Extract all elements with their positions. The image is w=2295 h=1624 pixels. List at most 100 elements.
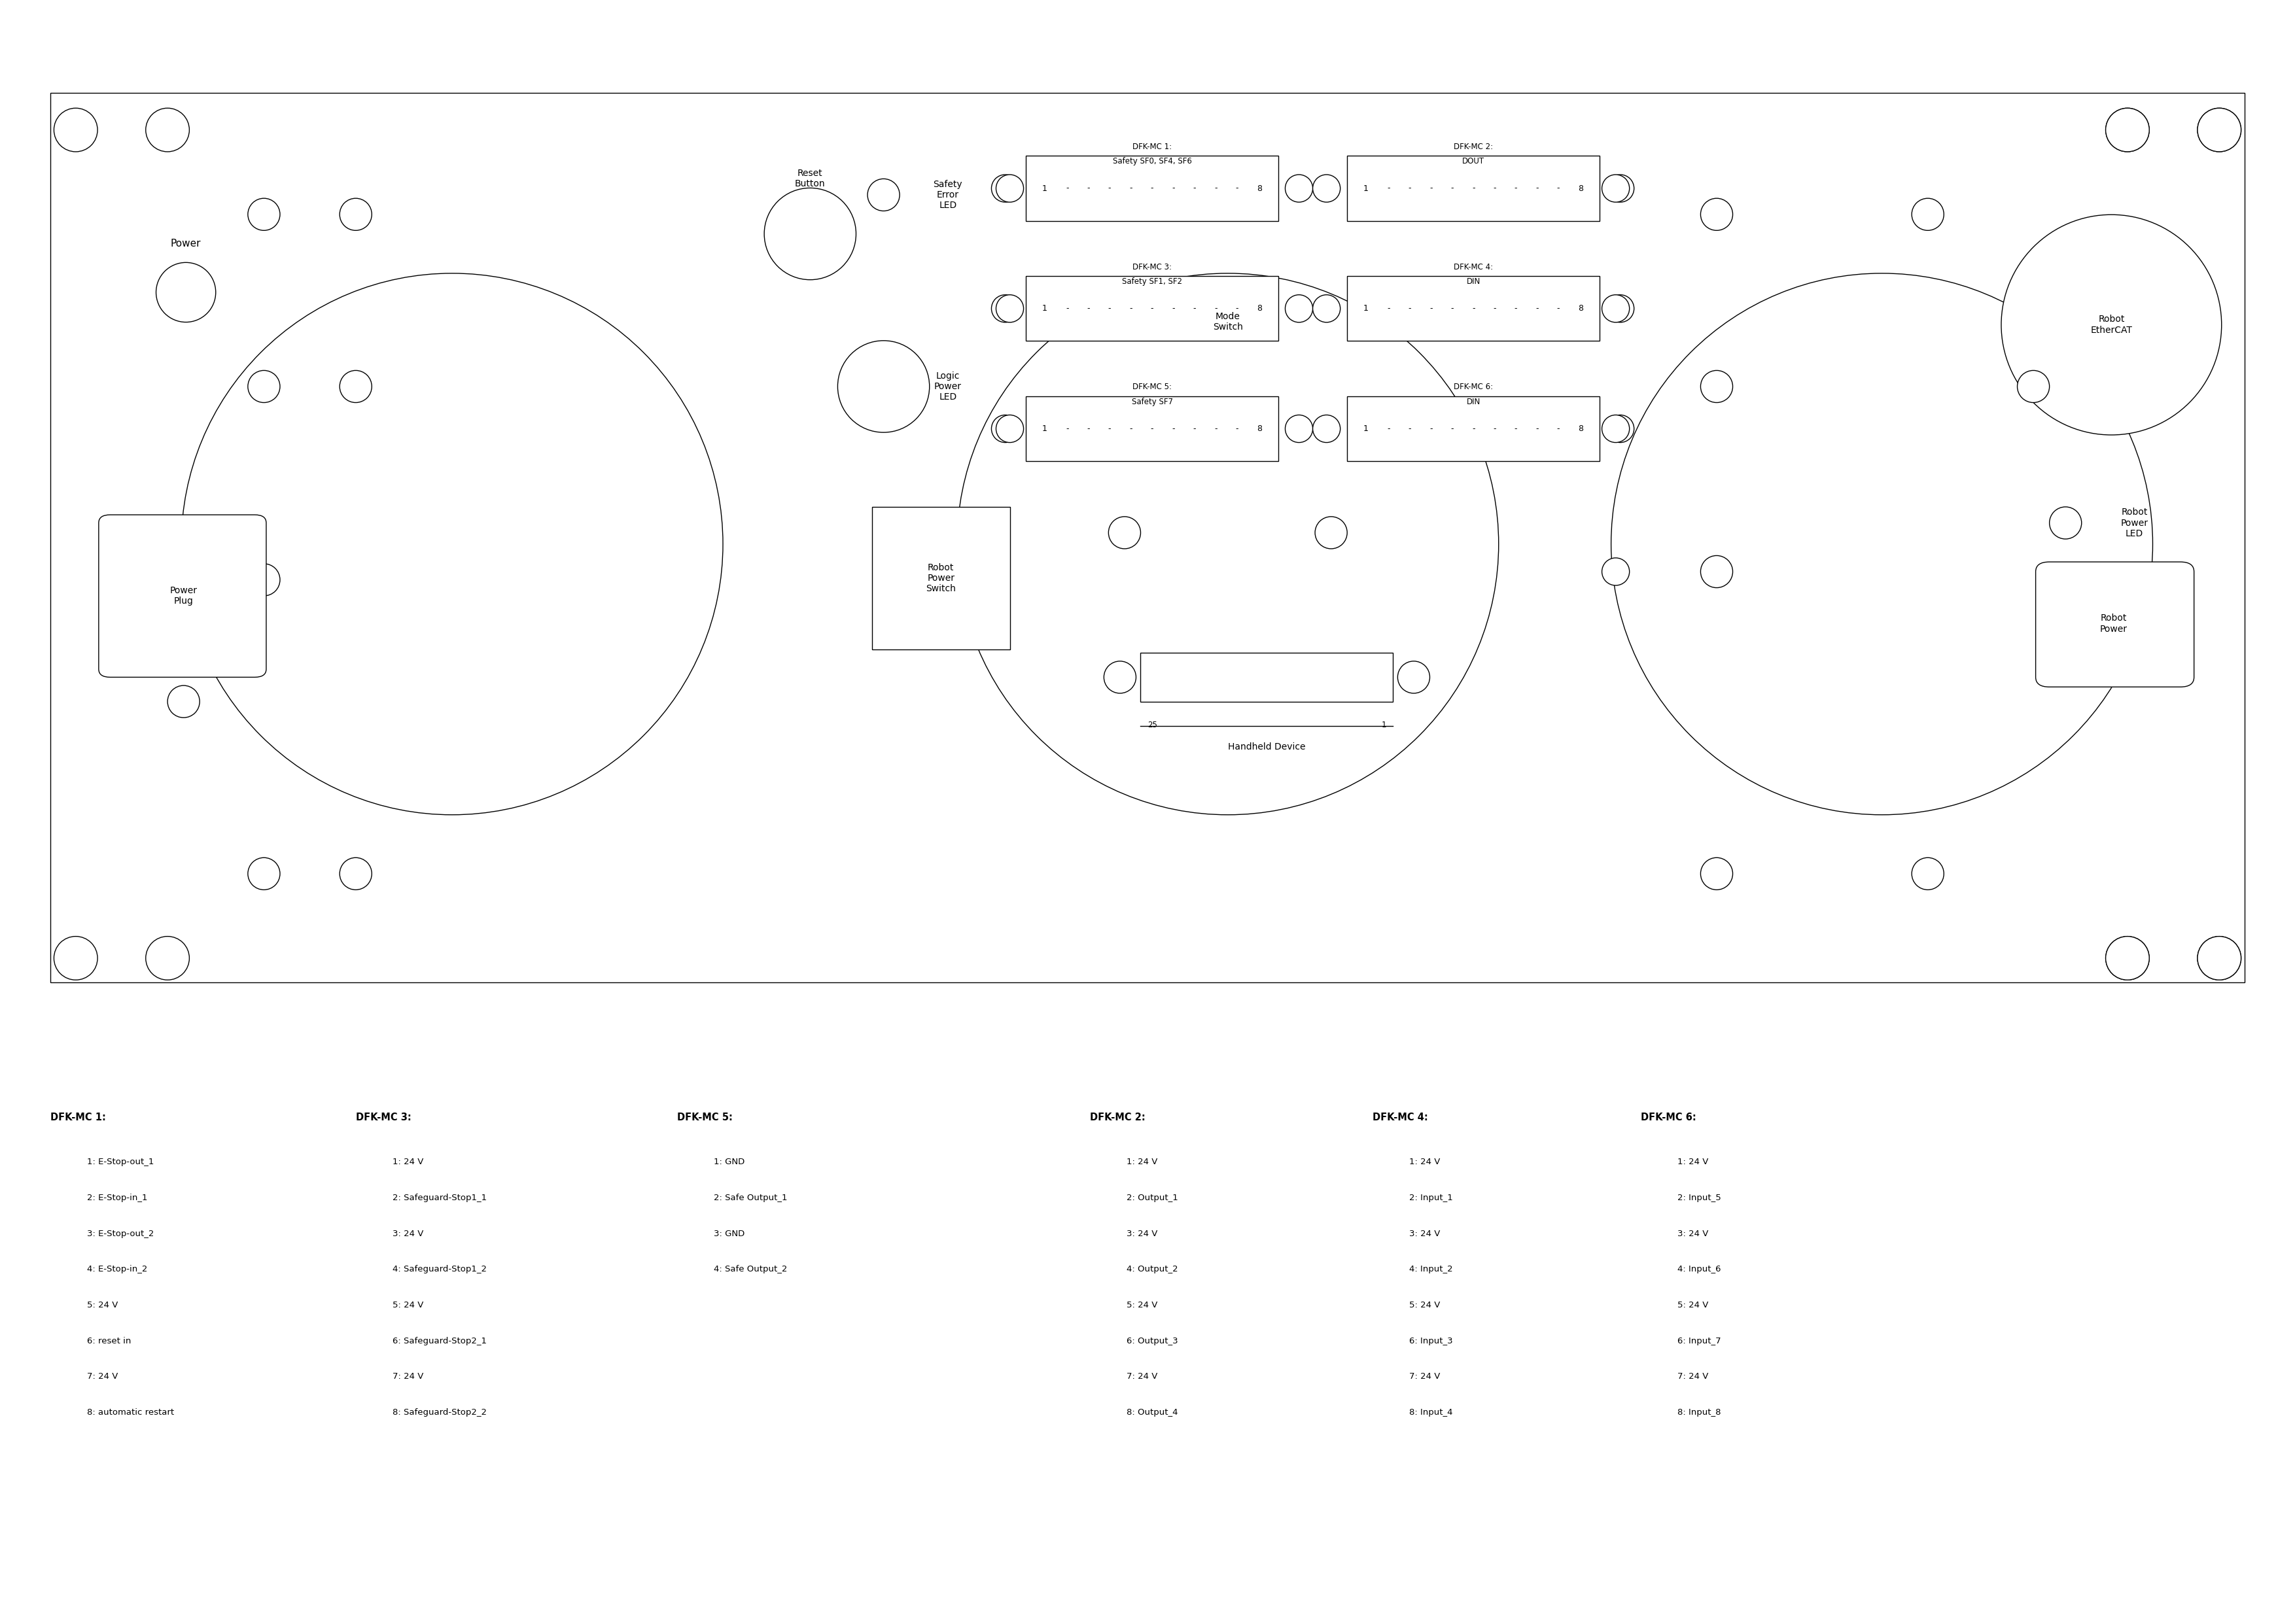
Text: -: - — [1556, 304, 1561, 313]
FancyBboxPatch shape — [99, 515, 266, 677]
Text: -: - — [1108, 304, 1111, 313]
Text: 5: 24 V: 5: 24 V — [1409, 1301, 1441, 1309]
Text: 1: E-Stop-out_1: 1: E-Stop-out_1 — [87, 1158, 154, 1166]
Ellipse shape — [996, 416, 1024, 442]
Bar — [1347, 396, 1600, 461]
Text: 7: 24 V: 7: 24 V — [1678, 1372, 1710, 1380]
Ellipse shape — [2107, 937, 2150, 979]
Text: -: - — [1494, 304, 1496, 313]
Text: -: - — [1515, 304, 1517, 313]
Ellipse shape — [2107, 109, 2150, 151]
Text: -: - — [1515, 184, 1517, 193]
Ellipse shape — [1606, 296, 1634, 322]
Text: 8: 8 — [1258, 424, 1262, 434]
Text: 7: 24 V: 7: 24 V — [1409, 1372, 1441, 1380]
Text: DFK-MC 2:: DFK-MC 2: — [1453, 143, 1494, 151]
Text: Safety SF7: Safety SF7 — [1131, 398, 1173, 406]
Text: -: - — [1150, 304, 1154, 313]
Ellipse shape — [1108, 516, 1141, 549]
Text: 2: Output_1: 2: Output_1 — [1127, 1194, 1177, 1202]
Text: DFK-MC 1:: DFK-MC 1: — [1131, 143, 1173, 151]
Bar — [1026, 396, 1278, 461]
Text: Mode
Switch: Mode Switch — [1212, 312, 1244, 331]
Ellipse shape — [1701, 555, 1733, 588]
Bar — [1026, 276, 1278, 341]
Text: -: - — [1214, 184, 1216, 193]
Text: DFK-MC 2:: DFK-MC 2: — [1090, 1112, 1145, 1122]
Bar — [50, 93, 2245, 983]
Text: -: - — [1471, 424, 1476, 434]
Text: 6: Input_3: 6: Input_3 — [1409, 1337, 1453, 1345]
Text: -: - — [1150, 424, 1154, 434]
Ellipse shape — [996, 296, 1024, 322]
Ellipse shape — [1606, 416, 1634, 442]
Text: 2: Input_1: 2: Input_1 — [1409, 1194, 1453, 1202]
Text: 1: 24 V: 1: 24 V — [392, 1158, 425, 1166]
Ellipse shape — [248, 564, 280, 596]
Text: Power: Power — [170, 239, 202, 248]
Text: -: - — [1088, 424, 1090, 434]
Text: 4: Safe Output_2: 4: Safe Output_2 — [714, 1265, 787, 1273]
Text: -: - — [1535, 304, 1538, 313]
Ellipse shape — [957, 273, 1499, 815]
Text: 5: 24 V: 5: 24 V — [1678, 1301, 1710, 1309]
Text: Safety
Error
LED: Safety Error LED — [934, 180, 962, 209]
Text: 3: 24 V: 3: 24 V — [1678, 1229, 1710, 1237]
Text: -: - — [1088, 184, 1090, 193]
Text: 8: Input_8: 8: Input_8 — [1678, 1408, 1721, 1416]
Text: 8: 8 — [1579, 304, 1584, 313]
Ellipse shape — [181, 273, 723, 815]
Text: -: - — [1129, 304, 1131, 313]
Ellipse shape — [340, 198, 372, 231]
Ellipse shape — [1285, 416, 1313, 442]
Text: 1: GND: 1: GND — [714, 1158, 744, 1166]
Text: DFK-MC 3:: DFK-MC 3: — [356, 1112, 411, 1122]
Text: 2: Input_5: 2: Input_5 — [1678, 1194, 1721, 1202]
Ellipse shape — [991, 296, 1019, 322]
Text: -: - — [1173, 304, 1175, 313]
Ellipse shape — [1912, 857, 1944, 890]
Text: -: - — [1193, 184, 1196, 193]
Ellipse shape — [1701, 370, 1733, 403]
Text: -: - — [1214, 304, 1216, 313]
Text: Robot
Power: Robot Power — [2100, 614, 2127, 633]
Text: -: - — [1129, 184, 1131, 193]
Text: Handheld Device: Handheld Device — [1228, 742, 1306, 752]
Ellipse shape — [1602, 416, 1629, 442]
Text: Logic
Power
LED: Logic Power LED — [934, 372, 962, 401]
Text: 8: Input_4: 8: Input_4 — [1409, 1408, 1453, 1416]
Text: -: - — [1065, 424, 1069, 434]
Text: -: - — [1108, 184, 1111, 193]
Ellipse shape — [248, 857, 280, 890]
Text: 8: Safeguard-Stop2_2: 8: Safeguard-Stop2_2 — [392, 1408, 487, 1416]
Text: DFK-MC 6:: DFK-MC 6: — [1641, 1112, 1696, 1122]
Text: -: - — [1108, 424, 1111, 434]
Bar — [1347, 156, 1600, 221]
Text: -: - — [1556, 424, 1561, 434]
Text: 7: 24 V: 7: 24 V — [392, 1372, 425, 1380]
Text: 1: 1 — [1363, 184, 1368, 193]
Text: Safety SF0, SF4, SF6: Safety SF0, SF4, SF6 — [1113, 158, 1191, 166]
Text: 2: E-Stop-in_1: 2: E-Stop-in_1 — [87, 1194, 147, 1202]
Text: -: - — [1409, 424, 1411, 434]
Text: 25: 25 — [1148, 721, 1157, 729]
Ellipse shape — [2199, 937, 2240, 979]
Ellipse shape — [156, 263, 216, 322]
Text: 4: E-Stop-in_2: 4: E-Stop-in_2 — [87, 1265, 147, 1273]
Ellipse shape — [838, 341, 929, 432]
Ellipse shape — [2199, 937, 2240, 979]
Text: 1: 1 — [1042, 184, 1047, 193]
Text: 2: Safe Output_1: 2: Safe Output_1 — [714, 1194, 787, 1202]
Text: -: - — [1386, 184, 1391, 193]
Ellipse shape — [1912, 198, 1944, 231]
Ellipse shape — [2199, 109, 2240, 151]
Text: DOUT: DOUT — [1462, 158, 1485, 166]
Ellipse shape — [996, 175, 1024, 201]
Ellipse shape — [147, 109, 188, 151]
Text: 8: automatic restart: 8: automatic restart — [87, 1408, 174, 1416]
Text: -: - — [1214, 424, 1216, 434]
Text: 8: 8 — [1579, 424, 1584, 434]
Text: 3: 24 V: 3: 24 V — [1409, 1229, 1441, 1237]
Ellipse shape — [2107, 937, 2150, 979]
Ellipse shape — [991, 416, 1019, 442]
